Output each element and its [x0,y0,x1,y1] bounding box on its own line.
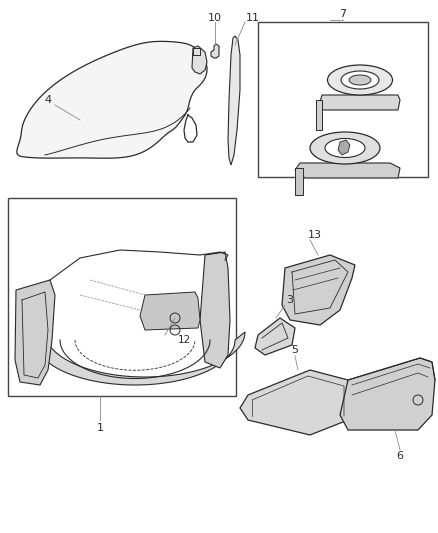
Polygon shape [35,332,244,385]
Text: 4: 4 [44,95,51,105]
Text: 7: 7 [339,9,346,19]
Ellipse shape [348,75,370,85]
Bar [8,198,236,396]
Polygon shape [227,36,240,165]
Polygon shape [339,358,434,430]
Polygon shape [254,318,294,355]
Polygon shape [140,292,200,330]
Text: 13: 13 [307,230,321,240]
Polygon shape [15,280,55,385]
Ellipse shape [327,65,392,95]
Polygon shape [294,168,302,195]
Text: 3: 3 [286,295,293,305]
Text: 12: 12 [177,335,191,345]
Polygon shape [211,44,219,58]
Text: 1: 1 [96,423,103,433]
Text: 5: 5 [291,345,298,355]
Ellipse shape [324,139,364,157]
Polygon shape [337,140,349,155]
Polygon shape [294,163,399,178]
Polygon shape [200,252,230,368]
Ellipse shape [340,71,378,89]
Polygon shape [319,95,399,110]
Polygon shape [315,100,321,130]
Polygon shape [191,46,207,74]
Bar [258,22,427,177]
Text: 10: 10 [208,13,222,23]
Text: 6: 6 [396,451,403,461]
Polygon shape [17,42,207,158]
Ellipse shape [309,132,379,164]
Polygon shape [281,255,354,325]
Text: 11: 11 [245,13,259,23]
Polygon shape [240,370,347,435]
